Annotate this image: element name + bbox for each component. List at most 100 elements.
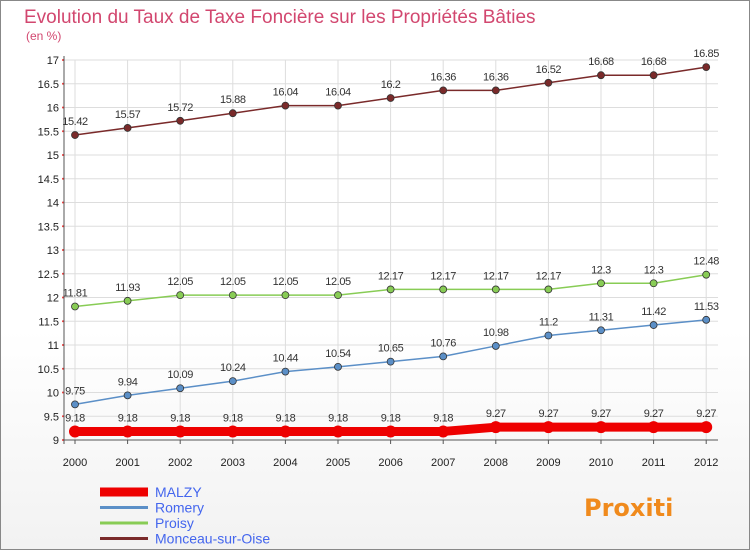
y-tick-label: 13.5 bbox=[38, 221, 59, 233]
y-tick-labels: 9 9.5 10 10.5 11 11.5 12 12.5 13 13.5 14 14.5 15 15.5… bbox=[38, 55, 59, 447]
data-point-romery bbox=[176, 384, 185, 393]
data-point-malzy bbox=[226, 425, 239, 438]
y-tick-label: 12.5 bbox=[38, 269, 59, 281]
data-label-monceau-sur-oise: 16.85 bbox=[693, 48, 719, 60]
data-point-malzy bbox=[437, 425, 450, 438]
data-label-monceau-sur-oise: 16.2 bbox=[381, 79, 401, 91]
data-label-proisy: 11.93 bbox=[115, 282, 140, 294]
data-point-proisy bbox=[702, 270, 711, 279]
y-tick-label: 10.5 bbox=[38, 364, 59, 376]
data-point-monceau-sur-oise bbox=[544, 78, 553, 87]
data-label-proisy: 12.05 bbox=[220, 276, 246, 288]
data-point-proisy bbox=[597, 279, 605, 288]
y-tick-label: 11.5 bbox=[38, 316, 59, 328]
data-point-romery bbox=[544, 331, 553, 340]
data-label-proisy: 12.48 bbox=[693, 256, 719, 268]
data-point-romery bbox=[439, 352, 448, 361]
data-point-proisy bbox=[334, 291, 342, 300]
x-tick-label: 2011 bbox=[642, 457, 666, 469]
data-point-monceau-sur-oise bbox=[439, 86, 448, 95]
data-label-proisy: 12.05 bbox=[273, 276, 299, 288]
x-tick-label: 2006 bbox=[378, 457, 402, 469]
data-label-monceau-sur-oise: 16.36 bbox=[430, 71, 456, 83]
y-tick-label: 14 bbox=[47, 198, 59, 210]
data-label-proisy: 12.3 bbox=[591, 264, 611, 276]
data-point-monceau-sur-oise bbox=[334, 101, 342, 110]
y-tick-label: 13 bbox=[47, 245, 59, 257]
data-label-romery: 9.94 bbox=[118, 376, 138, 388]
chart-title: Evolution du Taux de Taxe Foncière sur l… bbox=[24, 7, 536, 28]
data-label-romery: 10.65 bbox=[378, 343, 404, 355]
y-tick-label: 17 bbox=[47, 55, 59, 67]
x-tick-label: 2003 bbox=[221, 457, 245, 469]
x-tick-label: 2001 bbox=[115, 457, 139, 469]
data-label-monceau-sur-oise: 16.68 bbox=[588, 56, 614, 68]
y-tick-label: 12 bbox=[47, 293, 59, 305]
data-label-malzy: 9.18 bbox=[275, 412, 295, 424]
data-point-malzy bbox=[595, 421, 607, 434]
y-tick-label: 14.5 bbox=[38, 174, 59, 186]
data-label-romery: 10.24 bbox=[220, 362, 246, 374]
data-label-romery: 10.76 bbox=[430, 337, 456, 349]
data-point-romery bbox=[597, 326, 605, 335]
data-point-malzy bbox=[332, 425, 344, 438]
data-label-malzy: 9.27 bbox=[644, 408, 664, 420]
data-label-romery: 10.09 bbox=[167, 369, 193, 381]
data-point-proisy bbox=[281, 291, 290, 300]
data-point-monceau-sur-oise bbox=[281, 101, 290, 110]
data-point-proisy bbox=[228, 291, 237, 300]
data-label-romery: 10.98 bbox=[483, 327, 509, 339]
data-label-romery: 10.44 bbox=[273, 353, 299, 365]
x-tick-label: 2002 bbox=[168, 457, 192, 469]
data-label-malzy: 9.27 bbox=[538, 408, 558, 420]
x-tick-label: 2005 bbox=[326, 457, 350, 469]
legend-label-proisy: Proisy bbox=[155, 515, 194, 531]
data-point-malzy bbox=[700, 421, 713, 434]
data-point-romery bbox=[281, 367, 290, 376]
data-label-proisy: 11.81 bbox=[63, 288, 88, 300]
data-point-malzy bbox=[121, 425, 134, 438]
legend-label-malzy: MALZY bbox=[155, 484, 202, 500]
data-label-romery: 11.2 bbox=[539, 317, 558, 329]
data-point-malzy bbox=[647, 421, 660, 434]
x-tick-label: 2008 bbox=[484, 457, 508, 469]
series-layer bbox=[69, 63, 713, 438]
legend-label-romery: Romery bbox=[155, 500, 204, 516]
data-point-monceau-sur-oise bbox=[702, 63, 711, 72]
data-label-romery: 11.53 bbox=[694, 301, 719, 313]
data-label-romery: 10.54 bbox=[325, 348, 351, 360]
y-tick-label: 15 bbox=[47, 150, 59, 162]
data-label-malzy: 9.18 bbox=[170, 412, 190, 424]
data-point-proisy bbox=[544, 285, 553, 294]
data-label-malzy: 9.18 bbox=[223, 412, 243, 424]
data-label-monceau-sur-oise: 16.36 bbox=[483, 71, 509, 83]
x-tick-label: 2010 bbox=[589, 457, 613, 469]
data-point-proisy bbox=[176, 291, 185, 300]
y-tick-label: 9.5 bbox=[44, 411, 59, 423]
y-tick-label: 9 bbox=[53, 435, 59, 447]
data-label-malzy: 9.18 bbox=[65, 412, 85, 424]
data-label-proisy: 12.05 bbox=[325, 276, 351, 288]
data-point-monceau-sur-oise bbox=[71, 131, 79, 139]
y-tick-label: 16 bbox=[47, 103, 59, 115]
data-point-romery bbox=[334, 362, 342, 371]
data-label-proisy: 12.17 bbox=[536, 270, 562, 282]
data-label-monceau-sur-oise: 15.57 bbox=[115, 109, 141, 121]
data-label-malzy: 9.27 bbox=[591, 408, 611, 420]
data-label-monceau-sur-oise: 15.88 bbox=[220, 94, 246, 106]
data-point-romery bbox=[386, 357, 395, 366]
data-label-malzy: 9.18 bbox=[433, 412, 453, 424]
y-tick-label: 15.5 bbox=[38, 126, 59, 138]
data-label-malzy: 9.18 bbox=[328, 412, 348, 424]
data-point-romery bbox=[228, 377, 237, 386]
data-point-proisy bbox=[123, 296, 132, 305]
data-point-malzy bbox=[174, 425, 187, 438]
data-label-proisy: 12.05 bbox=[167, 276, 193, 288]
data-point-proisy bbox=[439, 285, 448, 294]
data-label-romery: 11.42 bbox=[641, 306, 666, 318]
proxiti-logo: Proxiti bbox=[584, 494, 673, 522]
data-point-monceau-sur-oise bbox=[386, 94, 395, 102]
y-tick-label: 16.5 bbox=[38, 79, 59, 91]
data-point-monceau-sur-oise bbox=[597, 71, 605, 80]
